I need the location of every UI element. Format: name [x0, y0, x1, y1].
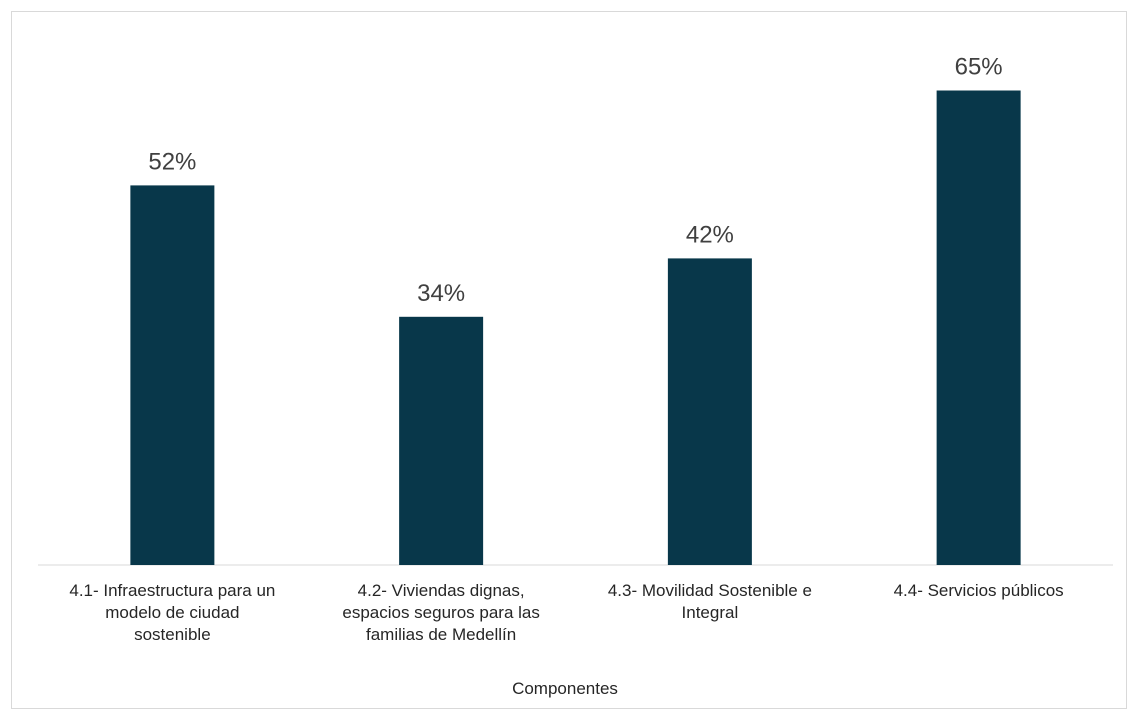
- bar-2: [399, 317, 483, 565]
- data-label-1: 52%: [148, 148, 196, 175]
- x-tick-label-line: modelo de ciudad: [37, 602, 307, 624]
- data-label-4: 65%: [955, 54, 1003, 81]
- bar-4: [937, 91, 1021, 566]
- x-tick-label-line: 4.4- Servicios públicos: [844, 580, 1114, 602]
- x-tick-label-line: Integral: [575, 602, 845, 624]
- x-tick-label-line: 4.1- Infraestructura para un: [37, 580, 307, 602]
- x-axis-title: Componentes: [0, 679, 1130, 699]
- bar-1: [130, 185, 214, 565]
- bar-3: [668, 258, 752, 565]
- x-tick-label-2: 4.2- Viviendas dignas, espacios seguros p…: [306, 580, 576, 646]
- x-tick-label-line: sostenible: [37, 624, 307, 646]
- data-label-3: 42%: [686, 221, 734, 248]
- x-tick-label-3: 4.3- Movilidad Sostenible e Integral: [575, 580, 845, 624]
- x-tick-label-line: 4.2- Viviendas dignas,: [306, 580, 576, 602]
- x-tick-label-4: 4.4- Servicios públicos: [844, 580, 1114, 602]
- x-tick-label-line: espacios seguros para las: [306, 602, 576, 624]
- x-tick-label-line: familias de Medellín: [306, 624, 576, 646]
- x-tick-label-1: 4.1- Infraestructura para un modelo de ci…: [37, 580, 307, 646]
- x-tick-label-line: 4.3- Movilidad Sostenible e: [575, 580, 845, 602]
- data-label-2: 34%: [417, 280, 465, 307]
